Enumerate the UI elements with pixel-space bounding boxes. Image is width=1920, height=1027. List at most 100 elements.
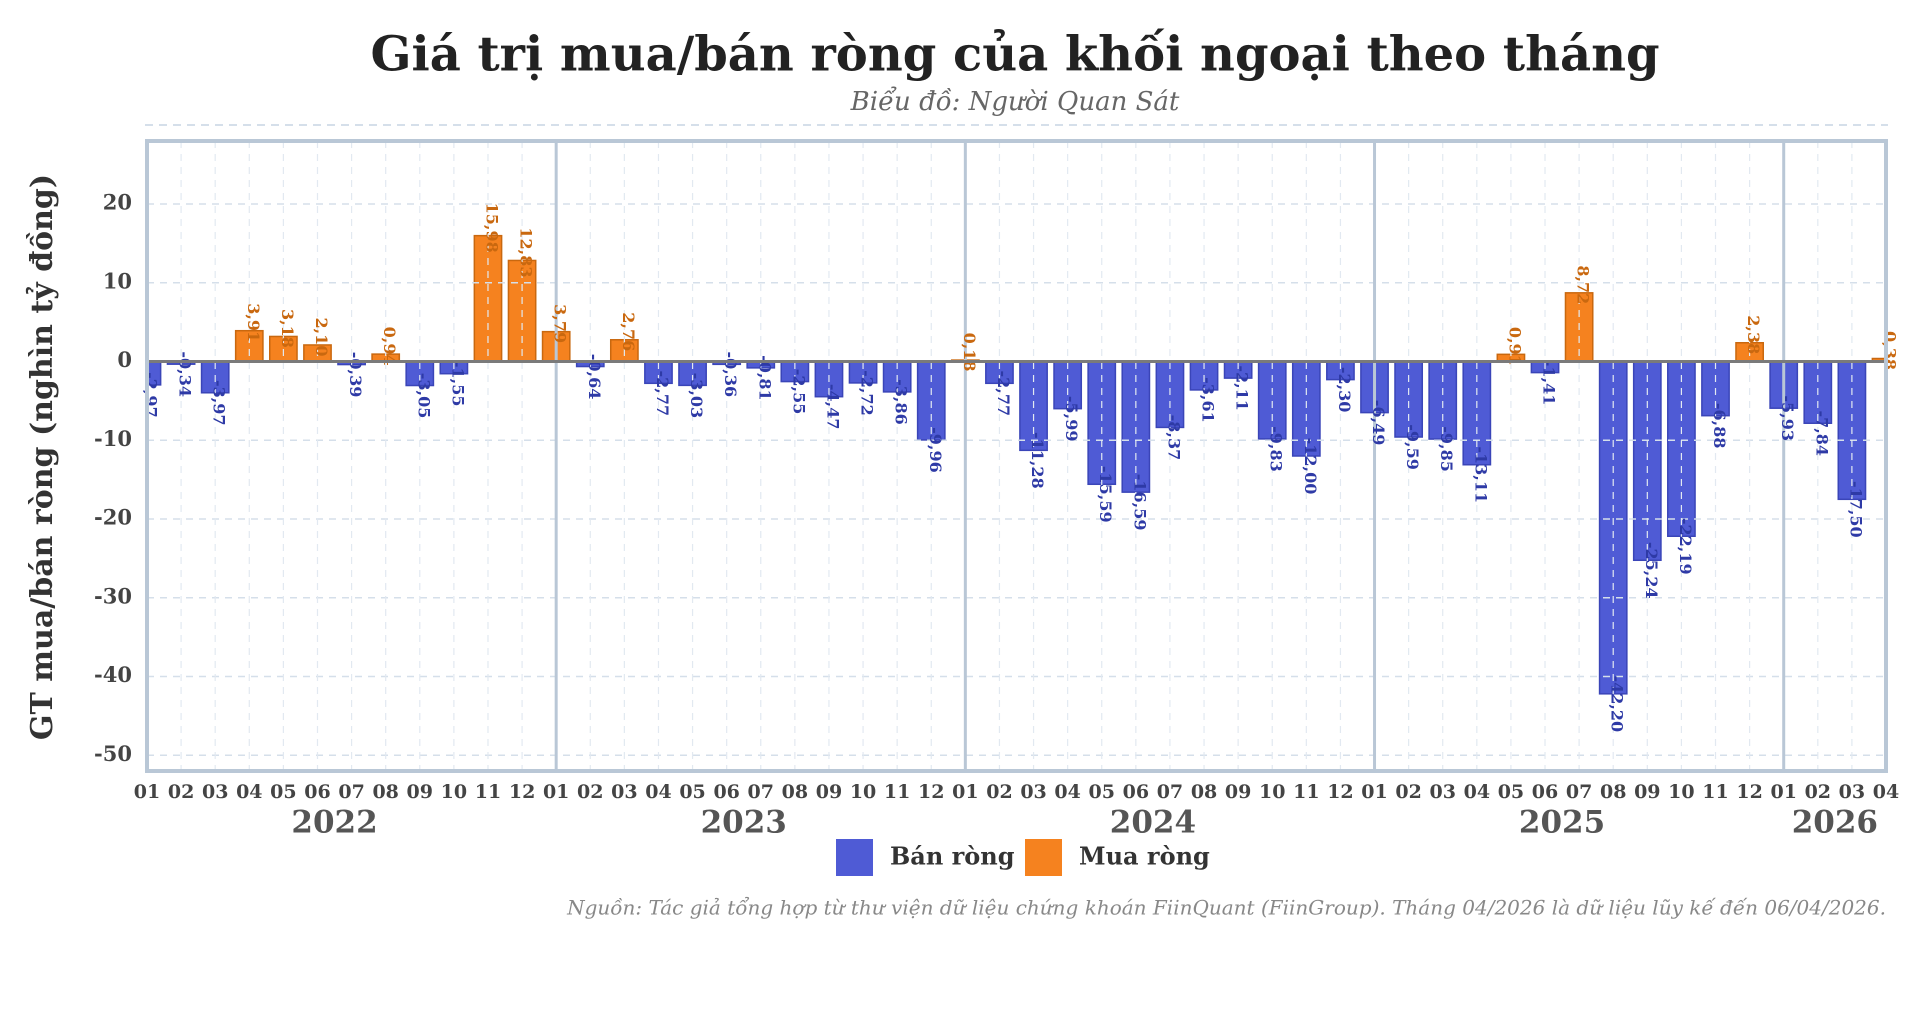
x-tick-label: 07 (338, 781, 364, 803)
plot-frame (145, 139, 1888, 773)
x-tick-label: 05 (1498, 781, 1524, 803)
y-tick-label: -30 (94, 583, 132, 608)
value-label: 0,94 (380, 327, 399, 366)
value-label: 15,98 (482, 203, 501, 253)
x-tick-label: 08 (1600, 781, 1626, 803)
x-tick-label: 05 (270, 781, 296, 803)
x-tick-label: 04 (1464, 781, 1490, 803)
legend-swatch (1025, 839, 1062, 876)
x-tick-label: 01 (952, 781, 978, 803)
value-label: 0,18 (960, 333, 979, 372)
y-tick-label: 0 (117, 347, 132, 372)
value-label: 3,79 (551, 304, 570, 343)
year-label: 2025 (1519, 805, 1605, 841)
value-label: 3,18 (278, 309, 297, 348)
x-tick-label: 07 (1157, 781, 1183, 803)
legend-label: Mua ròng (1079, 842, 1210, 871)
value-label: -2,77 (994, 371, 1013, 417)
value-label: 2,38 (1744, 315, 1763, 354)
bar (1428, 360, 1458, 440)
y-tick-label: -40 (94, 662, 132, 687)
value-label: -2,72 (858, 370, 877, 416)
x-tick-label: 02 (1805, 781, 1831, 803)
x-tick-label: 09 (407, 781, 433, 803)
value-label: -4,47 (823, 384, 842, 430)
value-label: -0,36 (721, 352, 740, 398)
x-tick-label: 12 (918, 781, 944, 803)
x-tick-label: 01 (1770, 781, 1796, 803)
x-tick-label: 06 (1123, 781, 1149, 803)
value-label: -13,11 (1471, 446, 1490, 503)
x-tick-label: 03 (1839, 781, 1865, 803)
y-axis-label: GT mua/bán ròng (nghìn tỷ đồng) (25, 174, 60, 740)
bar (147, 360, 162, 386)
year-label: 2026 (1792, 805, 1878, 841)
value-label: -9,83 (1267, 426, 1286, 472)
value-label: 12,83 (517, 227, 536, 277)
value-label: 2,10 (312, 317, 331, 356)
x-tick-label: 03 (1020, 781, 1046, 803)
x-tick-label: 12 (1327, 781, 1353, 803)
value-label: -0,81 (755, 355, 774, 401)
value-label: -11,28 (1028, 432, 1047, 489)
x-tick-label: 06 (304, 781, 330, 803)
x-tick-label: 02 (577, 781, 603, 803)
value-label: -9,85 (1437, 426, 1456, 472)
chart-title: Giá trị mua/bán ròng của khối ngoại theo… (370, 27, 1659, 83)
bar (1632, 360, 1662, 562)
value-label: -9,96 (926, 427, 945, 473)
x-tick-label: 11 (884, 781, 910, 803)
value-label: 3,91 (244, 303, 263, 342)
legend-swatch (836, 839, 873, 876)
x-tick-label: 05 (1089, 781, 1115, 803)
value-label: -2,97 (142, 372, 161, 418)
x-tick-label: 02 (986, 781, 1012, 803)
bar (1257, 360, 1287, 440)
value-label: 0,91 (1505, 327, 1524, 366)
x-tick-label: 04 (1054, 781, 1080, 803)
bar (269, 335, 298, 363)
value-label: -6,49 (1369, 400, 1388, 446)
x-tick-label: 01 (1361, 781, 1387, 803)
plot-bars (147, 234, 1886, 695)
value-label: -6,88 (1710, 403, 1729, 449)
y-tick-label: -20 (94, 505, 132, 530)
x-tick-label: 07 (748, 781, 774, 803)
value-label: -17,50 (1846, 481, 1865, 538)
year-label: 2024 (1110, 805, 1196, 841)
x-tick-label: 09 (1225, 781, 1251, 803)
value-label: -12,00 (1301, 438, 1320, 495)
y-tick-label: 10 (103, 268, 132, 293)
value-label: -2,11 (1233, 365, 1252, 411)
x-tick-label: 01 (134, 781, 160, 803)
value-label: -16,59 (1130, 474, 1149, 531)
x-tick-label: 06 (713, 781, 739, 803)
x-tick-label: 04 (236, 781, 262, 803)
year-label: 2023 (701, 805, 787, 841)
bar (234, 329, 264, 363)
bar (1598, 360, 1628, 695)
value-label: -2,77 (653, 371, 672, 417)
value-label: -22,19 (1676, 518, 1695, 575)
value-label: -8,37 (1164, 415, 1183, 461)
value-label: -25,24 (1642, 542, 1661, 599)
value-label: -2,55 (789, 369, 808, 415)
value-label: 8,72 (1574, 265, 1593, 304)
year-label: 2022 (291, 805, 377, 841)
x-tick-label: 10 (441, 781, 467, 803)
value-label: -3,86 (892, 379, 911, 425)
y-tick-label: 20 (103, 190, 132, 215)
x-tick-label: 04 (1873, 781, 1899, 803)
value-label: -9,59 (1403, 424, 1422, 470)
value-label: -7,84 (1812, 410, 1831, 456)
x-tick-label: 12 (1736, 781, 1762, 803)
x-tick-label: 05 (679, 781, 705, 803)
x-tick-label: 11 (1702, 781, 1728, 803)
x-tick-label: 03 (1429, 781, 1455, 803)
value-label: -1,41 (1540, 360, 1559, 406)
x-tick-label: 06 (1532, 781, 1558, 803)
value-label: -15,59 (1096, 466, 1115, 523)
x-tick-label: 01 (543, 781, 569, 803)
value-label: -3,05 (414, 373, 433, 419)
